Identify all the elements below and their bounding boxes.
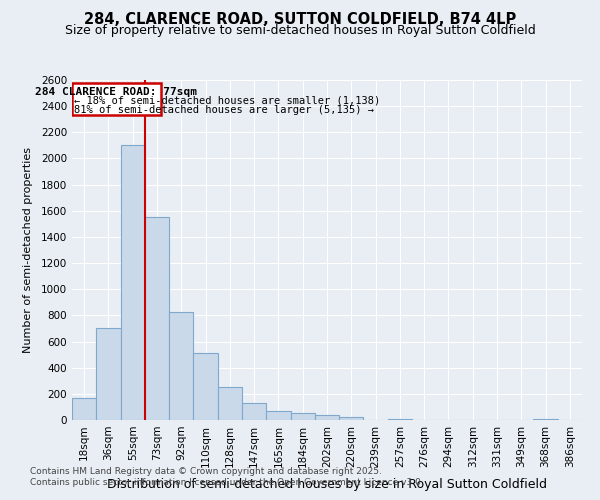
Text: Contains public sector information licensed under the Open Government Licence v3: Contains public sector information licen…: [30, 478, 424, 487]
Bar: [242, 403, 266, 420]
Bar: [193, 354, 218, 420]
Bar: [290, 414, 315, 420]
Text: Size of property relative to semi-detached houses in Royal Sutton Coldfield: Size of property relative to semi-detach…: [65, 24, 535, 37]
Bar: [218, 388, 242, 420]
Bar: [266, 411, 290, 420]
Y-axis label: Number of semi-detached properties: Number of semi-detached properties: [23, 147, 32, 353]
Bar: [121, 146, 145, 420]
Text: ← 18% of semi-detached houses are smaller (1,138): ← 18% of semi-detached houses are smalle…: [74, 96, 380, 106]
X-axis label: Distribution of semi-detached houses by size in Royal Sutton Coldfield: Distribution of semi-detached houses by …: [107, 478, 547, 491]
Text: Contains HM Land Registry data © Crown copyright and database right 2025.: Contains HM Land Registry data © Crown c…: [30, 467, 382, 476]
Bar: [72, 82, 161, 116]
Text: 284, CLARENCE ROAD, SUTTON COLDFIELD, B74 4LP: 284, CLARENCE ROAD, SUTTON COLDFIELD, B7…: [84, 12, 516, 28]
Text: 284 CLARENCE ROAD: 77sqm: 284 CLARENCE ROAD: 77sqm: [35, 86, 197, 97]
Bar: [339, 416, 364, 420]
Bar: [96, 328, 121, 420]
Bar: [315, 415, 339, 420]
Bar: [72, 398, 96, 420]
Bar: [145, 218, 169, 420]
Text: 81% of semi-detached houses are larger (5,135) →: 81% of semi-detached houses are larger (…: [74, 106, 374, 116]
Bar: [169, 312, 193, 420]
